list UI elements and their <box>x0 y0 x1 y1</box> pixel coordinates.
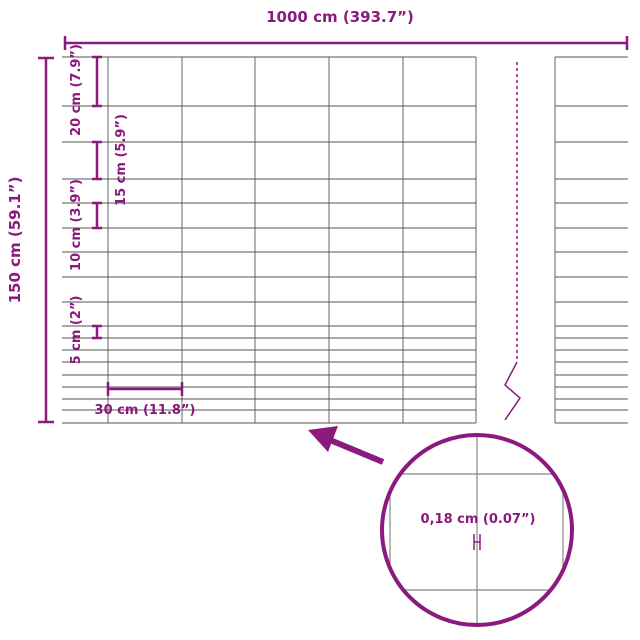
spacing-20-label: 20 cm (7.9”) <box>69 44 84 136</box>
height-label: 150 cm (59.1”) <box>6 177 24 304</box>
zoom-circle <box>380 433 574 627</box>
spacing-10-label: 10 cm (3.9”) <box>69 179 84 271</box>
wire-diameter-label: 0,18 cm (0.07”) <box>421 512 536 527</box>
width-label: 1000 cm (393.7”) <box>266 8 414 26</box>
arrow-icon <box>308 426 385 465</box>
spacing-5-label: 5 cm (2”) <box>69 296 84 365</box>
wire-diameter-marker <box>473 534 481 550</box>
spacing-15-label: 15 cm (5.9”) <box>114 114 129 206</box>
wire-detail <box>383 436 564 624</box>
fence-mesh <box>62 56 628 424</box>
dimension-lines <box>38 36 629 424</box>
mesh-width-label: 30 cm (11.8”) <box>95 403 196 418</box>
roll-break <box>504 62 521 421</box>
